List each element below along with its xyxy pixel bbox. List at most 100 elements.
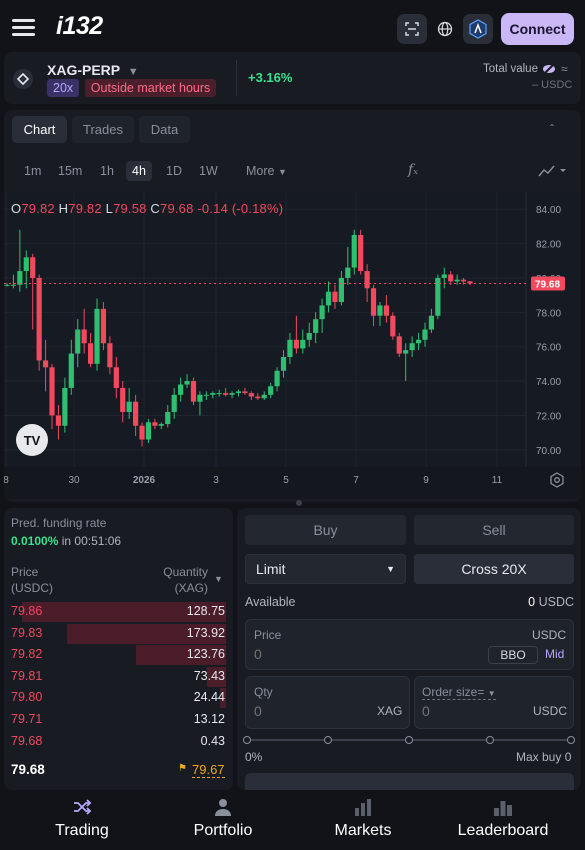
candle-body [17, 271, 23, 285]
candle-body [10, 284, 17, 286]
orderbook-row[interactable]: 79.68 0.43 [4, 731, 233, 753]
candle-body [68, 353, 74, 388]
slider-stop-50[interactable] [405, 736, 413, 744]
candle-body [197, 394, 203, 402]
tab-chart[interactable]: Chart [12, 116, 67, 143]
qty-header-line2: (XAG) [174, 581, 208, 595]
candle-body [165, 412, 171, 425]
ohlc-legend: O79.82 H79.82 L79.58 C79.68 -0.14 (-0.18… [11, 201, 283, 216]
qty-header: Quantity (XAG) [150, 564, 208, 596]
qty-unit-dropdown-icon[interactable]: ▼ [214, 574, 223, 584]
chevron-down-icon: ▼ [127, 66, 139, 78]
candle-body [390, 315, 396, 337]
approx-icon: ≈ [561, 62, 568, 76]
candle-body [184, 381, 190, 385]
nav-markets[interactable]: Markets [334, 822, 392, 839]
candlestick-chart[interactable]: 84.0082.0080.0078.0076.0074.0072.0070.00… [3, 192, 581, 499]
tf-15m[interactable]: 15m [58, 164, 83, 178]
candle-body [178, 384, 184, 395]
ask-qty: 123.76 [186, 647, 225, 662]
nav-trading[interactable]: Trading [55, 822, 109, 839]
tf-1d[interactable]: 1D [166, 164, 182, 178]
order-type-value: Limit [256, 561, 286, 577]
chart-type-icon[interactable] [538, 164, 568, 178]
resize-handle[interactable] [296, 500, 302, 506]
connect-button[interactable]: Connect [501, 13, 574, 45]
order-size-label[interactable]: Order size= ▼ [422, 685, 496, 700]
candle-body [49, 367, 55, 416]
tf-1m[interactable]: 1m [24, 164, 42, 178]
y-tick-label: 74.00 [536, 377, 561, 388]
market-selector[interactable]: XAG-PERP ▼ [47, 62, 139, 78]
tab-data[interactable]: Data [139, 116, 190, 143]
candle-body [415, 339, 422, 344]
orderbook-row[interactable]: 79.80 24.44 [4, 687, 233, 709]
order-type-select[interactable]: Limit ▼ [245, 554, 406, 584]
candle-body [319, 305, 325, 320]
ask-qty: 173.92 [186, 625, 225, 640]
globe-icon[interactable] [430, 14, 460, 44]
candle-body [409, 343, 415, 351]
scan-icon[interactable] [397, 14, 427, 44]
slider-stop-75[interactable] [486, 736, 494, 744]
nav-portfolio[interactable]: Portfolio [193, 822, 253, 839]
max-buy-value: 0 [564, 750, 572, 764]
y-tick-label: 82.00 [536, 240, 561, 251]
caret-down-icon: ▼ [487, 689, 496, 698]
candle-body [435, 277, 441, 316]
eye-off-icon[interactable] [542, 63, 556, 75]
tf-1w[interactable]: 1W [199, 164, 218, 178]
price-header-line2: (USDC) [11, 581, 53, 595]
ask-price: 79.82 [11, 647, 43, 662]
slider-stop-0[interactable] [243, 736, 251, 744]
candle-body [280, 357, 287, 371]
bottom-nav [0, 790, 585, 850]
submit-order-button[interactable] [245, 773, 574, 790]
order-size-input[interactable] [422, 702, 502, 720]
nav-leaderboard[interactable]: Leaderboard [457, 822, 549, 839]
slider-stop-100[interactable] [567, 736, 575, 744]
x-tick-label: 30 [68, 475, 80, 486]
sell-tab[interactable]: Sell [414, 515, 574, 545]
margin-mode-button[interactable]: Cross 20X [414, 554, 574, 584]
buy-tab[interactable]: Buy [245, 515, 406, 545]
ask-qty: 0.43 [200, 733, 225, 748]
collapse-icon[interactable]: ˆ [550, 122, 554, 136]
ohlc-low: 79.58 [113, 201, 147, 216]
available-unit: USDC [538, 595, 574, 609]
orderbook-row[interactable]: 79.71 13.12 [4, 709, 233, 731]
tf-4h[interactable]: 4h [126, 161, 152, 181]
qty-input[interactable] [254, 702, 354, 720]
price-input[interactable] [254, 645, 454, 663]
candle-body [81, 329, 87, 344]
candle-body [255, 396, 261, 399]
tab-trades[interactable]: Trades [72, 116, 134, 143]
available-value: 0 [528, 595, 536, 609]
orderbook-row[interactable]: 79.86 128.75 [4, 601, 233, 623]
candle-body [428, 315, 435, 330]
tf-1h[interactable]: 1h [100, 164, 114, 178]
ohlc-open: 79.82 [21, 201, 55, 216]
price-header-line1: Price [11, 565, 39, 579]
settings-icon[interactable] [549, 472, 565, 488]
candle-body [287, 339, 293, 357]
indicators-icon[interactable]: fₓ [408, 162, 419, 178]
bbo-button[interactable]: BBO [488, 646, 538, 664]
slider-stop-25[interactable] [324, 736, 332, 744]
candle-body [261, 394, 267, 399]
more-timeframes[interactable]: More ▼ [246, 164, 287, 178]
orderbook-row[interactable]: 79.82 123.76 [4, 644, 233, 666]
max-buy-label: Max buy [516, 750, 562, 764]
orderbook-row[interactable]: 79.83 173.92 [4, 623, 233, 645]
candle-body [139, 425, 145, 440]
last-price-label: 79.68 [535, 279, 560, 290]
network-icon[interactable] [463, 14, 493, 44]
orderbook-row[interactable]: 79.81 73.43 [4, 666, 233, 688]
ask-qty: 128.75 [186, 604, 225, 618]
ask-price: 79.83 [11, 625, 43, 640]
candle-body [126, 401, 132, 412]
menu-icon[interactable] [12, 19, 35, 36]
mid-button[interactable]: Mid [545, 647, 565, 661]
x-tick-label: 8 [4, 475, 9, 486]
candle-body [300, 339, 306, 349]
